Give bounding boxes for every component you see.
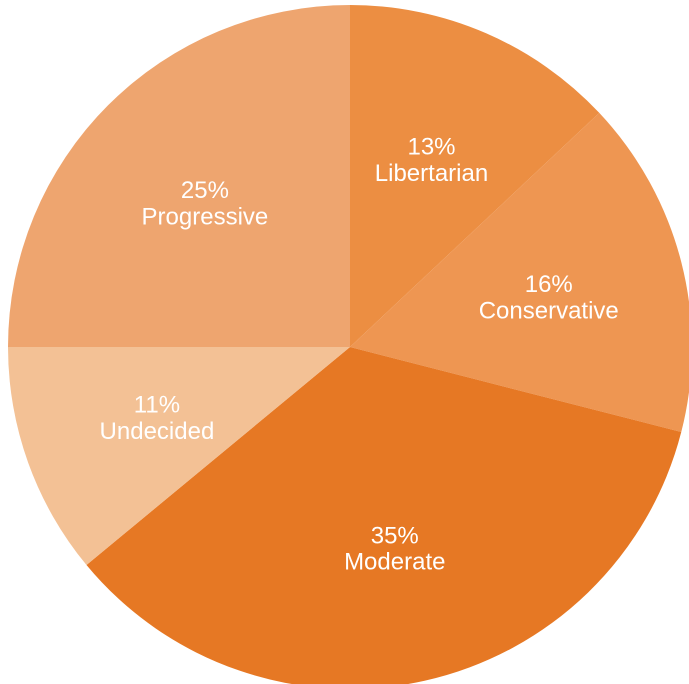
slice-label-libertarian: 13% Libertarian: [375, 134, 488, 187]
pie-slice-libertarian: [350, 5, 600, 347]
pie-slice-moderate: [86, 347, 682, 684]
slice-value-progressive: 25%: [181, 177, 229, 204]
slice-label-moderate: 35% Moderate: [344, 522, 445, 575]
slice-label-undecided: 11% Undecided: [100, 392, 215, 445]
slice-value-libertarian: 13%: [407, 134, 455, 161]
slice-value-conservative: 16%: [525, 271, 573, 298]
slice-value-undecided: 11%: [134, 392, 180, 419]
slice-name-conservative: Conservative: [479, 297, 619, 324]
slice-name-moderate: Moderate: [344, 549, 445, 576]
pie-slices: [7, 5, 689, 684]
slice-name-libertarian: Libertarian: [375, 160, 488, 187]
pie-labels: 13% Libertarian 16% Conservative 35% Moderate…: [100, 134, 619, 576]
pie-slice-conservative: [350, 112, 689, 433]
slice-label-progressive: 25% Progressive: [142, 177, 269, 230]
slice-value-moderate: 35%: [371, 522, 419, 549]
pie-slice-progressive: [8, 5, 350, 347]
slice-label-conservative: 16% Conservative: [479, 271, 619, 324]
pie-slice-undecided: [7, 347, 350, 565]
slice-name-undecided: Undecided: [100, 418, 215, 445]
slice-name-progressive: Progressive: [142, 203, 269, 230]
